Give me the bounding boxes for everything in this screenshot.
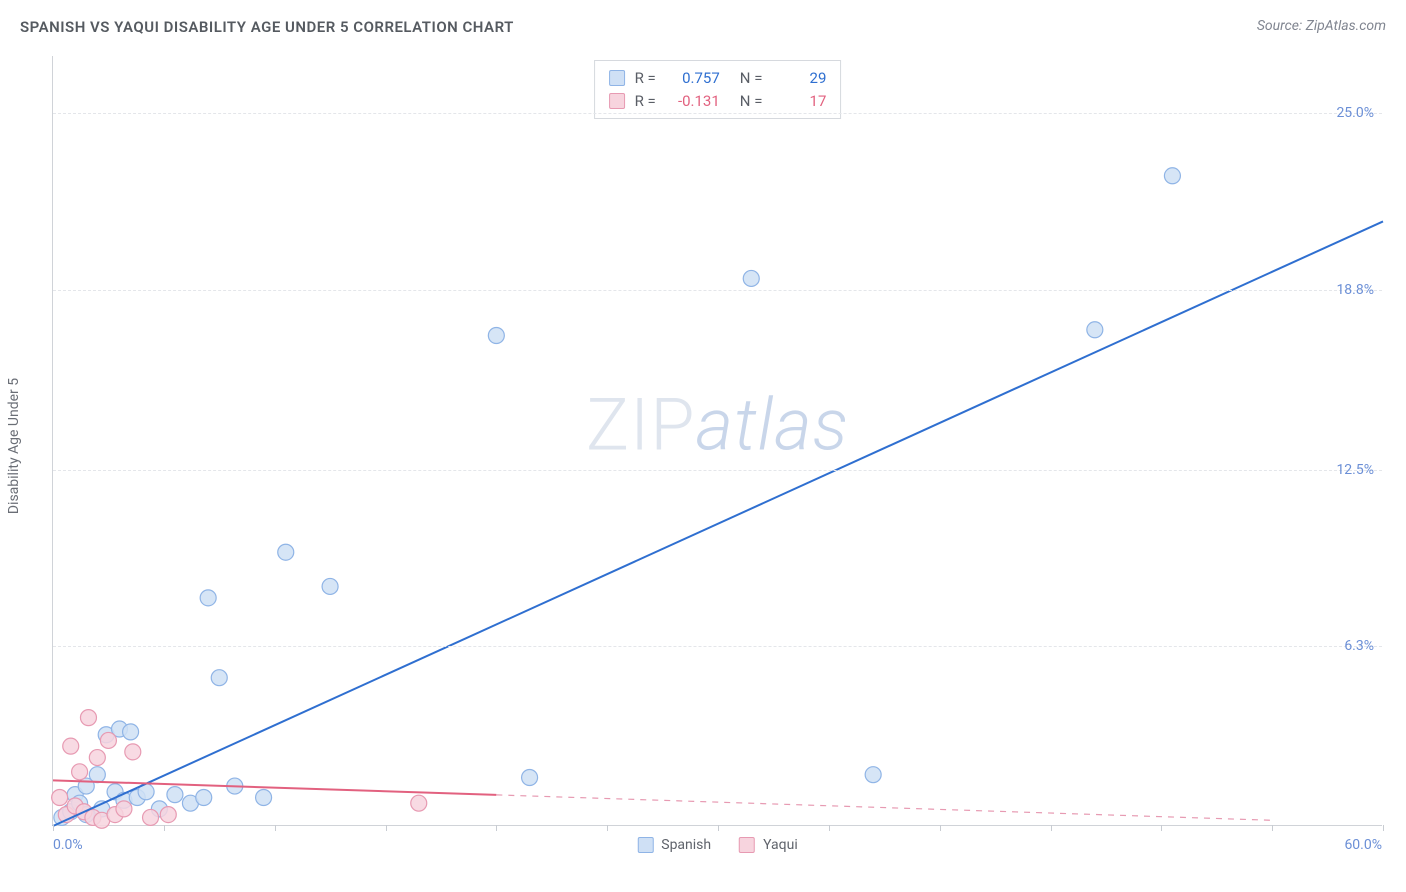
x-tick — [164, 825, 165, 831]
y-tick-label: 18.8% — [1336, 282, 1374, 298]
legend-swatch — [609, 70, 625, 86]
legend-stats-row: R = 0.757 N = 29 — [609, 67, 827, 90]
data-point — [1087, 322, 1103, 338]
data-point — [196, 789, 212, 805]
data-point — [80, 710, 96, 726]
y-tick-label: 6.3% — [1344, 638, 1374, 654]
gridline — [53, 113, 1382, 114]
x-tick — [53, 825, 54, 831]
stat-r-value: 0.757 — [666, 67, 720, 90]
gridline — [53, 646, 1382, 647]
stat-n-label: N = — [740, 67, 763, 90]
x-tick — [1383, 825, 1384, 831]
legend-series-item: Spanish — [637, 837, 711, 853]
stat-n-value: 17 — [772, 90, 826, 113]
legend-swatch — [609, 93, 625, 109]
legend-swatch — [637, 837, 653, 853]
stat-r-value: -0.131 — [666, 90, 720, 113]
data-point — [89, 767, 105, 783]
legend-stats-box: R = 0.757 N = 29 R = -0.131 N = 17 — [594, 60, 842, 119]
data-point — [1164, 168, 1180, 184]
gridline — [53, 470, 1382, 471]
data-point — [143, 809, 159, 825]
x-tick — [607, 825, 608, 831]
legend-swatch — [739, 837, 755, 853]
x-tick — [1161, 825, 1162, 831]
data-point — [160, 807, 176, 823]
data-point — [100, 732, 116, 748]
data-point — [167, 787, 183, 803]
x-tick — [275, 825, 276, 831]
data-point — [200, 590, 216, 606]
trend-line — [53, 221, 1383, 826]
data-point — [123, 724, 139, 740]
x-tick — [1272, 825, 1273, 831]
data-point — [743, 270, 759, 286]
stat-r-label: R = — [635, 67, 656, 90]
y-axis-label: Disability Age Under 5 — [6, 378, 22, 514]
y-tick-label: 12.5% — [1336, 462, 1374, 478]
x-tick — [1051, 825, 1052, 831]
stat-r-label: R = — [635, 90, 656, 113]
data-point — [211, 670, 227, 686]
data-point — [72, 764, 88, 780]
stat-n-value: 29 — [772, 67, 826, 90]
legend-series-label: Spanish — [661, 837, 711, 853]
x-axis-min-label: 0.0% — [53, 837, 83, 853]
data-point — [256, 789, 272, 805]
x-tick — [386, 825, 387, 831]
legend-stats-row: R = -0.131 N = 17 — [609, 90, 827, 113]
source-attribution: Source: ZipAtlas.com — [1257, 18, 1386, 34]
x-tick — [718, 825, 719, 831]
data-point — [52, 789, 68, 805]
data-point — [865, 767, 881, 783]
data-point — [278, 544, 294, 560]
data-point — [125, 744, 141, 760]
gridline — [53, 290, 1382, 291]
data-point — [116, 801, 132, 817]
legend-series-item: Yaqui — [739, 837, 798, 853]
data-point — [522, 770, 538, 786]
chart-title: SPANISH VS YAQUI DISABILITY AGE UNDER 5 … — [20, 18, 1386, 36]
trend-line — [496, 795, 1272, 820]
data-point — [322, 578, 338, 594]
x-tick — [940, 825, 941, 831]
data-point — [411, 795, 427, 811]
y-tick-label: 25.0% — [1336, 105, 1374, 121]
stat-n-label: N = — [740, 90, 763, 113]
data-point — [63, 738, 79, 754]
legend-series: Spanish Yaqui — [637, 837, 797, 853]
x-axis-max-label: 60.0% — [1344, 837, 1382, 853]
data-point — [89, 750, 105, 766]
x-tick — [496, 825, 497, 831]
legend-series-label: Yaqui — [763, 837, 798, 853]
chart-svg — [53, 56, 1382, 825]
x-tick — [829, 825, 830, 831]
data-point — [488, 327, 504, 343]
plot-area: ZIPatlas R =0.757N =29R =-0.131N =17 0.0… — [52, 56, 1382, 826]
